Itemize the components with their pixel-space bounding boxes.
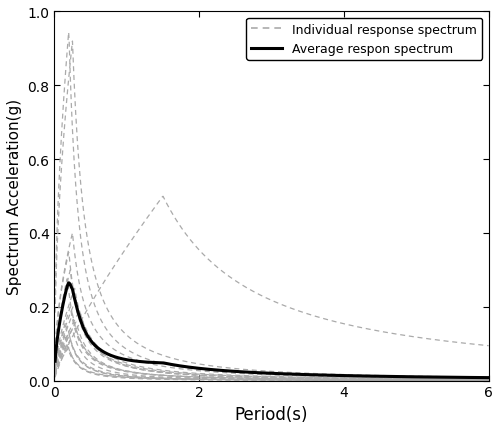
X-axis label: Period(s): Period(s)	[234, 405, 308, 423]
Legend: Individual response spectrum, Average respon spectrum: Individual response spectrum, Average re…	[246, 18, 482, 61]
Y-axis label: Spectrum Acceleration(g): Spectrum Acceleration(g)	[7, 99, 22, 295]
